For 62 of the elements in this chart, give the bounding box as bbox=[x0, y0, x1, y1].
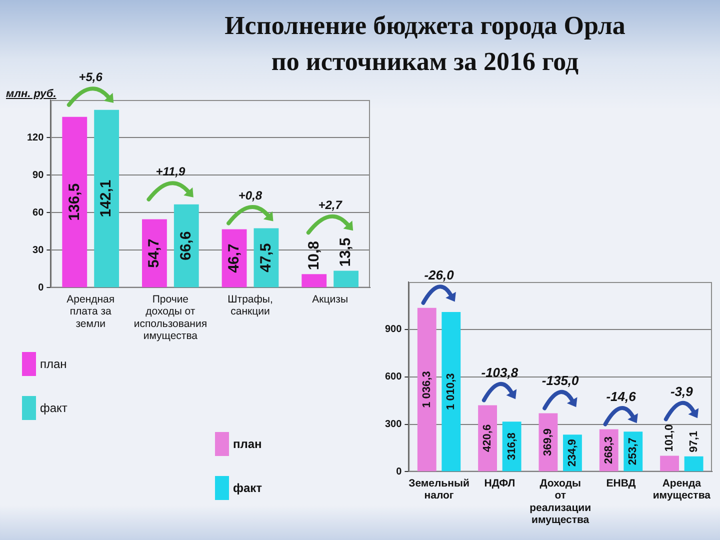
data-label: 234,9 bbox=[566, 439, 579, 467]
bar bbox=[62, 116, 88, 288]
data-label: 47,5 bbox=[257, 243, 274, 272]
annotation: +11,9 bbox=[156, 164, 186, 179]
x-tick-label: Арендная плата за земли bbox=[66, 294, 115, 330]
x-tick-label: ЕНВД bbox=[606, 478, 636, 490]
legend-label: план bbox=[233, 437, 262, 451]
data-label: 1 036,3 bbox=[420, 371, 433, 408]
x-tick-label: Штрафы, санкции bbox=[228, 294, 273, 318]
bar bbox=[174, 204, 199, 288]
data-label: 10,8 bbox=[305, 240, 322, 270]
legend-label: факт bbox=[233, 481, 262, 495]
y-tick-label: 300 bbox=[384, 419, 402, 430]
y-tick-label: 90 bbox=[32, 170, 44, 181]
y-tick-label: 600 bbox=[384, 372, 402, 383]
x-tick-label: Акцизы bbox=[312, 294, 348, 306]
y-tick-label: 900 bbox=[384, 324, 402, 336]
bar bbox=[417, 308, 436, 472]
text: Исполнение бюджета города Орла по источникам за 2016 год bbox=[224, 10, 626, 78]
annotation: -26,0 bbox=[424, 267, 455, 282]
y-tick-label: 0 bbox=[396, 466, 402, 478]
annotation: -135,0 bbox=[542, 372, 580, 388]
data-label: 46,7 bbox=[225, 244, 242, 273]
annotation: -103,8 bbox=[481, 364, 519, 380]
data-label: 66,6 bbox=[178, 231, 195, 260]
data-label: 54,7 bbox=[146, 238, 163, 268]
data-label: 136,5 bbox=[66, 183, 83, 221]
data-label: 97,1 bbox=[688, 430, 700, 452]
data-label: 420,6 bbox=[482, 424, 494, 452]
annotation: -3,9 bbox=[670, 384, 694, 399]
data-label: 1 010,3 bbox=[445, 373, 458, 410]
x-tick-label: НДФЛ bbox=[484, 478, 516, 490]
y-tick-label: 60 bbox=[32, 207, 44, 218]
data-label: 268,3 bbox=[602, 436, 615, 464]
annotation: +2,7 bbox=[318, 198, 344, 212]
x-tick-label: Аренда имущества bbox=[652, 478, 711, 502]
data-label: 253,7 bbox=[627, 438, 640, 466]
text: +5,6 bbox=[78, 70, 103, 84]
data-label: 142,1 bbox=[98, 180, 115, 218]
legend-label: факт bbox=[40, 401, 68, 415]
x-tick-label: Земельный налог bbox=[408, 478, 470, 502]
data-label: 101,0 bbox=[664, 424, 676, 452]
data-label: 369,9 bbox=[542, 428, 554, 456]
bar bbox=[334, 270, 359, 288]
bar bbox=[442, 312, 461, 472]
y-tick-label: 30 bbox=[32, 244, 44, 256]
bar bbox=[478, 405, 498, 472]
data-label: 316,8 bbox=[506, 432, 518, 460]
annotation: -14,6 bbox=[606, 388, 637, 404]
bar bbox=[684, 456, 704, 472]
x-tick-label: Доходы от реализации имущества bbox=[530, 478, 592, 526]
bar bbox=[142, 219, 167, 288]
bar bbox=[660, 456, 679, 472]
bar bbox=[302, 274, 327, 288]
y-axis-title: млн. руб. bbox=[6, 88, 56, 100]
x-tick-label: Прочие доходы от использования имущества bbox=[134, 294, 208, 342]
bar bbox=[94, 110, 120, 288]
legend-label: план bbox=[40, 357, 67, 371]
y-tick-label: 120 bbox=[26, 132, 44, 144]
y-tick-label: 0 bbox=[38, 282, 44, 294]
data-label: 13,5 bbox=[337, 238, 354, 267]
annotation: +0,8 bbox=[238, 188, 262, 203]
